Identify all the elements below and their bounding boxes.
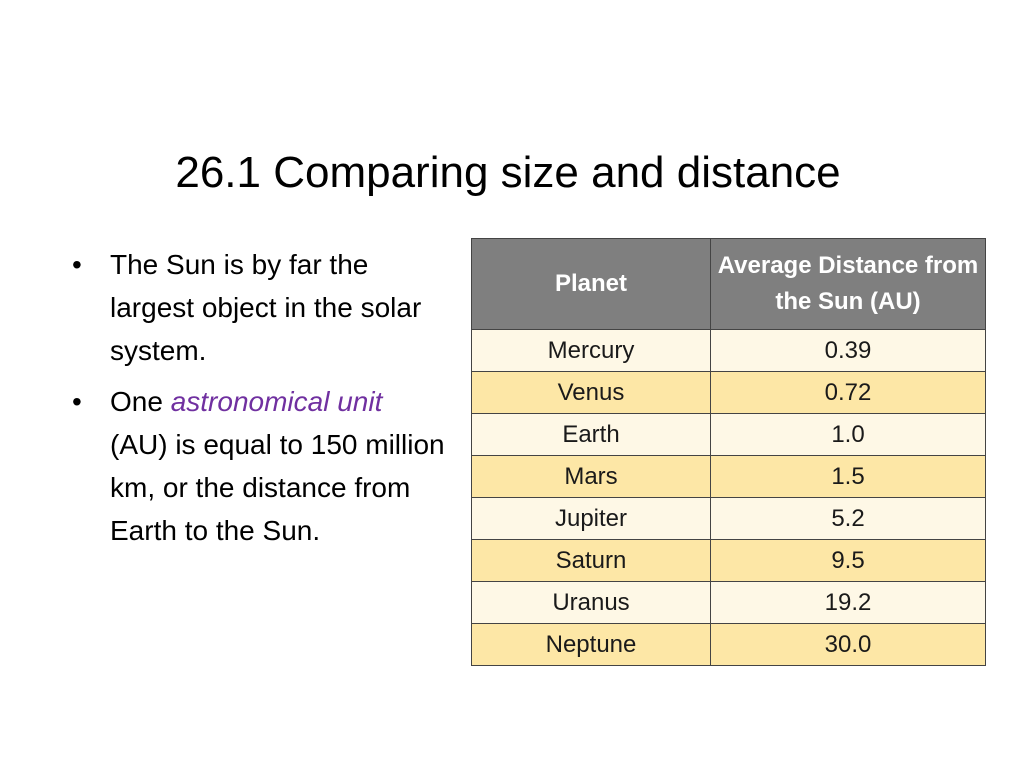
planet-cell: Mercury — [471, 329, 711, 372]
planet-cell: Jupiter — [471, 497, 711, 540]
distance-cell: 0.72 — [710, 371, 986, 414]
bullet-list: The Sun is by far the largest object in … — [70, 243, 445, 560]
distance-cell: 5.2 — [710, 497, 986, 540]
planet-table: Planet Average Distance from the Sun (AU… — [471, 238, 986, 666]
planet-cell: Neptune — [471, 623, 711, 666]
table-row: Saturn 9.5 — [471, 539, 986, 582]
table-row: Neptune 30.0 — [471, 623, 986, 666]
table-row: Uranus 19.2 — [471, 581, 986, 624]
distance-cell: 1.5 — [710, 455, 986, 498]
table-row: Mars 1.5 — [471, 455, 986, 498]
bullet-text: One — [110, 386, 171, 417]
bullet-text: (AU) is equal to 150 million km, or the … — [110, 429, 445, 546]
distance-cell: 9.5 — [710, 539, 986, 582]
distance-cell: 30.0 — [710, 623, 986, 666]
table-row: Earth 1.0 — [471, 413, 986, 456]
bullet-item: The Sun is by far the largest object in … — [70, 243, 445, 372]
table-row: Venus 0.72 — [471, 371, 986, 414]
distance-cell: 0.39 — [710, 329, 986, 372]
planet-cell: Mars — [471, 455, 711, 498]
table-row: Jupiter 5.2 — [471, 497, 986, 540]
planet-cell: Saturn — [471, 539, 711, 582]
distance-cell: 1.0 — [710, 413, 986, 456]
bullet-item: One astronomical unit (AU) is equal to 1… — [70, 380, 445, 552]
header-row: Planet Average Distance from the Sun (AU… — [471, 238, 986, 330]
distance-cell: 19.2 — [710, 581, 986, 624]
emphasis-text: astronomical unit — [170, 386, 383, 417]
planet-cell: Earth — [471, 413, 711, 456]
slide-title: 26.1 Comparing size and distance — [175, 148, 841, 197]
bullet-text: The Sun is by far the largest object in … — [110, 249, 422, 366]
table-row: Mercury 0.39 — [471, 329, 986, 372]
header-cell: Average Distance from the Sun (AU) — [710, 238, 986, 330]
planet-cell: Venus — [471, 371, 711, 414]
header-cell: Planet — [471, 238, 711, 330]
planet-cell: Uranus — [471, 581, 711, 624]
